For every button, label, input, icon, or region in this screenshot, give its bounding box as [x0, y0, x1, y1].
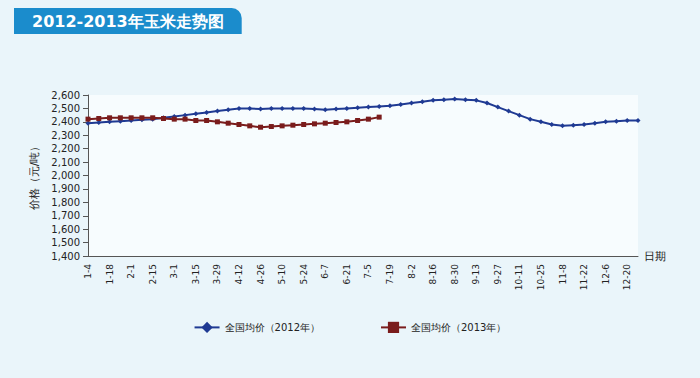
svg-text:8-16: 8-16: [428, 264, 438, 285]
svg-text:3-29: 3-29: [212, 264, 222, 285]
svg-text:5-24: 5-24: [299, 264, 309, 285]
svg-text:2,600: 2,600: [51, 90, 80, 101]
svg-text:1,700: 1,700: [51, 210, 80, 221]
svg-text:6-21: 6-21: [342, 264, 352, 284]
svg-text:2,100: 2,100: [51, 157, 80, 168]
svg-text:日期: 日期: [644, 250, 666, 263]
svg-text:10-25: 10-25: [536, 264, 546, 290]
svg-text:11-22: 11-22: [579, 264, 589, 290]
svg-text:1,800: 1,800: [51, 197, 80, 208]
svg-text:1-4: 1-4: [83, 264, 93, 279]
svg-text:2,400: 2,400: [51, 116, 80, 127]
svg-text:10-11: 10-11: [514, 264, 524, 290]
svg-text:11-8: 11-8: [558, 264, 568, 285]
svg-text:8-30: 8-30: [450, 264, 460, 285]
svg-text:2,000: 2,000: [51, 170, 80, 181]
svg-text:2,300: 2,300: [51, 130, 80, 141]
svg-text:价格（元/吨）: 价格（元/吨）: [28, 141, 41, 212]
svg-text:全国均价（2012年）: 全国均价（2012年）: [225, 322, 320, 333]
svg-text:1-18: 1-18: [105, 264, 115, 285]
svg-text:4-26: 4-26: [256, 264, 266, 285]
svg-text:1,600: 1,600: [51, 224, 80, 235]
svg-text:4-12: 4-12: [234, 264, 244, 284]
svg-text:9-13: 9-13: [471, 264, 481, 284]
svg-text:3-1: 3-1: [169, 264, 179, 279]
svg-text:1,900: 1,900: [51, 183, 80, 194]
svg-text:1,400: 1,400: [51, 251, 80, 262]
svg-text:12-6: 12-6: [601, 264, 611, 285]
svg-text:2012-2013年玉米走势图: 2012-2013年玉米走势图: [32, 12, 224, 31]
svg-text:2,200: 2,200: [51, 143, 80, 154]
svg-text:12-20: 12-20: [622, 264, 632, 290]
svg-text:5-10: 5-10: [277, 264, 287, 285]
svg-text:2-15: 2-15: [148, 264, 158, 284]
svg-text:1,500: 1,500: [51, 237, 80, 248]
svg-text:2-1: 2-1: [126, 264, 136, 279]
svg-text:8-2: 8-2: [407, 264, 417, 279]
svg-text:2,500: 2,500: [51, 103, 80, 114]
svg-text:全国均价（2013年）: 全国均价（2013年）: [411, 322, 506, 333]
svg-text:7-19: 7-19: [385, 264, 395, 285]
svg-text:6-7: 6-7: [320, 264, 330, 279]
svg-text:7-5: 7-5: [363, 264, 373, 279]
svg-text:3-15: 3-15: [191, 264, 201, 284]
svg-text:9-27: 9-27: [493, 264, 503, 284]
